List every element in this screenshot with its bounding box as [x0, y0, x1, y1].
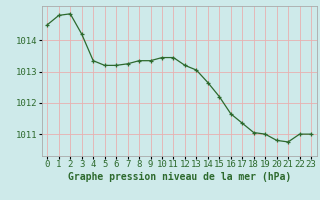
X-axis label: Graphe pression niveau de la mer (hPa): Graphe pression niveau de la mer (hPa): [68, 172, 291, 182]
